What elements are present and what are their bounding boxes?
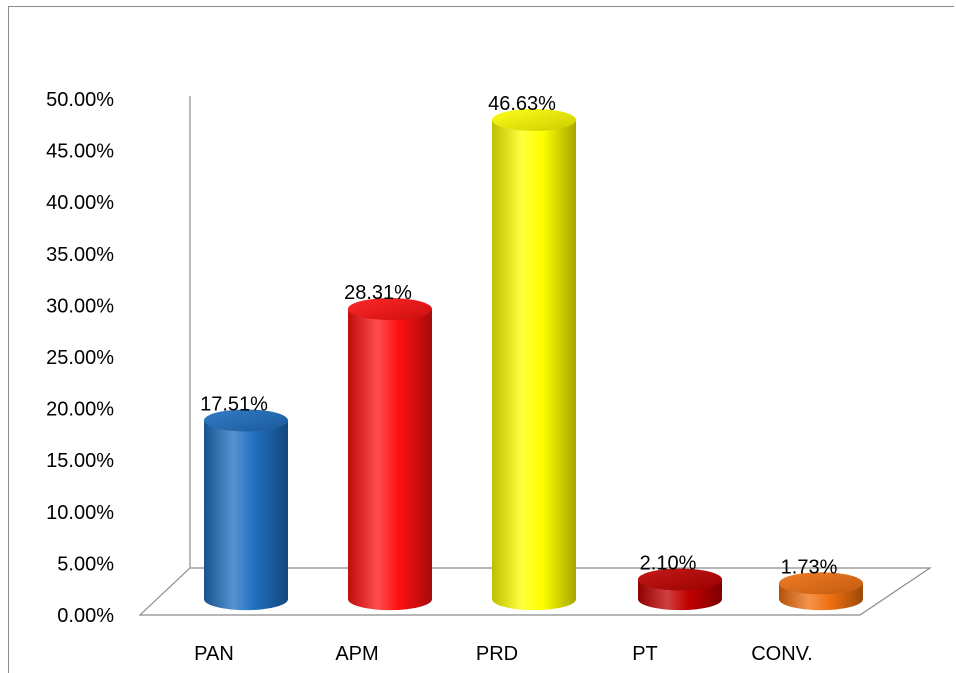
data-label: 1.73% [781, 556, 838, 578]
bar-pt [638, 568, 722, 611]
data-label: 2.10% [640, 552, 697, 574]
bars [204, 108, 863, 611]
bar-conv [779, 572, 863, 611]
axes [138, 96, 932, 616]
data-labels: 17.51% 28.31% 46.63% 2.10% 1.73% [200, 93, 837, 578]
category-label: PT [632, 643, 658, 665]
floor-plane [138, 567, 932, 616]
bar-prd [492, 108, 576, 611]
bar-apm [348, 297, 432, 611]
data-label: 46.63% [488, 93, 556, 115]
y-tick-label: 45.00% [46, 141, 114, 163]
y-axis-ticks: 0.00% 5.00% 10.00% 15.00% 20.00% 25.00% 30.00%… [46, 89, 114, 627]
category-label: APM [335, 643, 378, 665]
y-tick-label: 0.00% [57, 605, 114, 627]
bar-top [779, 572, 863, 595]
chart-frame [8, 6, 954, 673]
y-tick-label: 40.00% [46, 192, 114, 214]
category-label: CONV. [751, 643, 813, 665]
y-tick-label: 50.00% [46, 89, 114, 111]
y-tick-label: 20.00% [46, 399, 114, 421]
data-label: 28.31% [344, 282, 412, 304]
category-label: PRD [476, 643, 518, 665]
x-axis-categories: PAN APM PRD PT CONV. [194, 643, 813, 665]
y-tick-label: 25.00% [46, 347, 114, 369]
bar-top [204, 409, 288, 432]
y-tick-label: 10.00% [46, 502, 114, 524]
y-tick-label: 30.00% [46, 295, 114, 317]
bar-pan [204, 409, 288, 611]
category-label: PAN [194, 643, 234, 665]
y-tick-label: 5.00% [57, 553, 114, 575]
y-tick-label: 35.00% [46, 244, 114, 266]
bar-body [492, 119, 576, 611]
bar-top [348, 297, 432, 320]
data-label: 17.51% [200, 393, 268, 415]
bar-body [204, 420, 288, 611]
bar-top [638, 568, 722, 591]
bar-top [492, 108, 576, 131]
bar-body [348, 308, 432, 611]
y-tick-label: 15.00% [46, 450, 114, 472]
